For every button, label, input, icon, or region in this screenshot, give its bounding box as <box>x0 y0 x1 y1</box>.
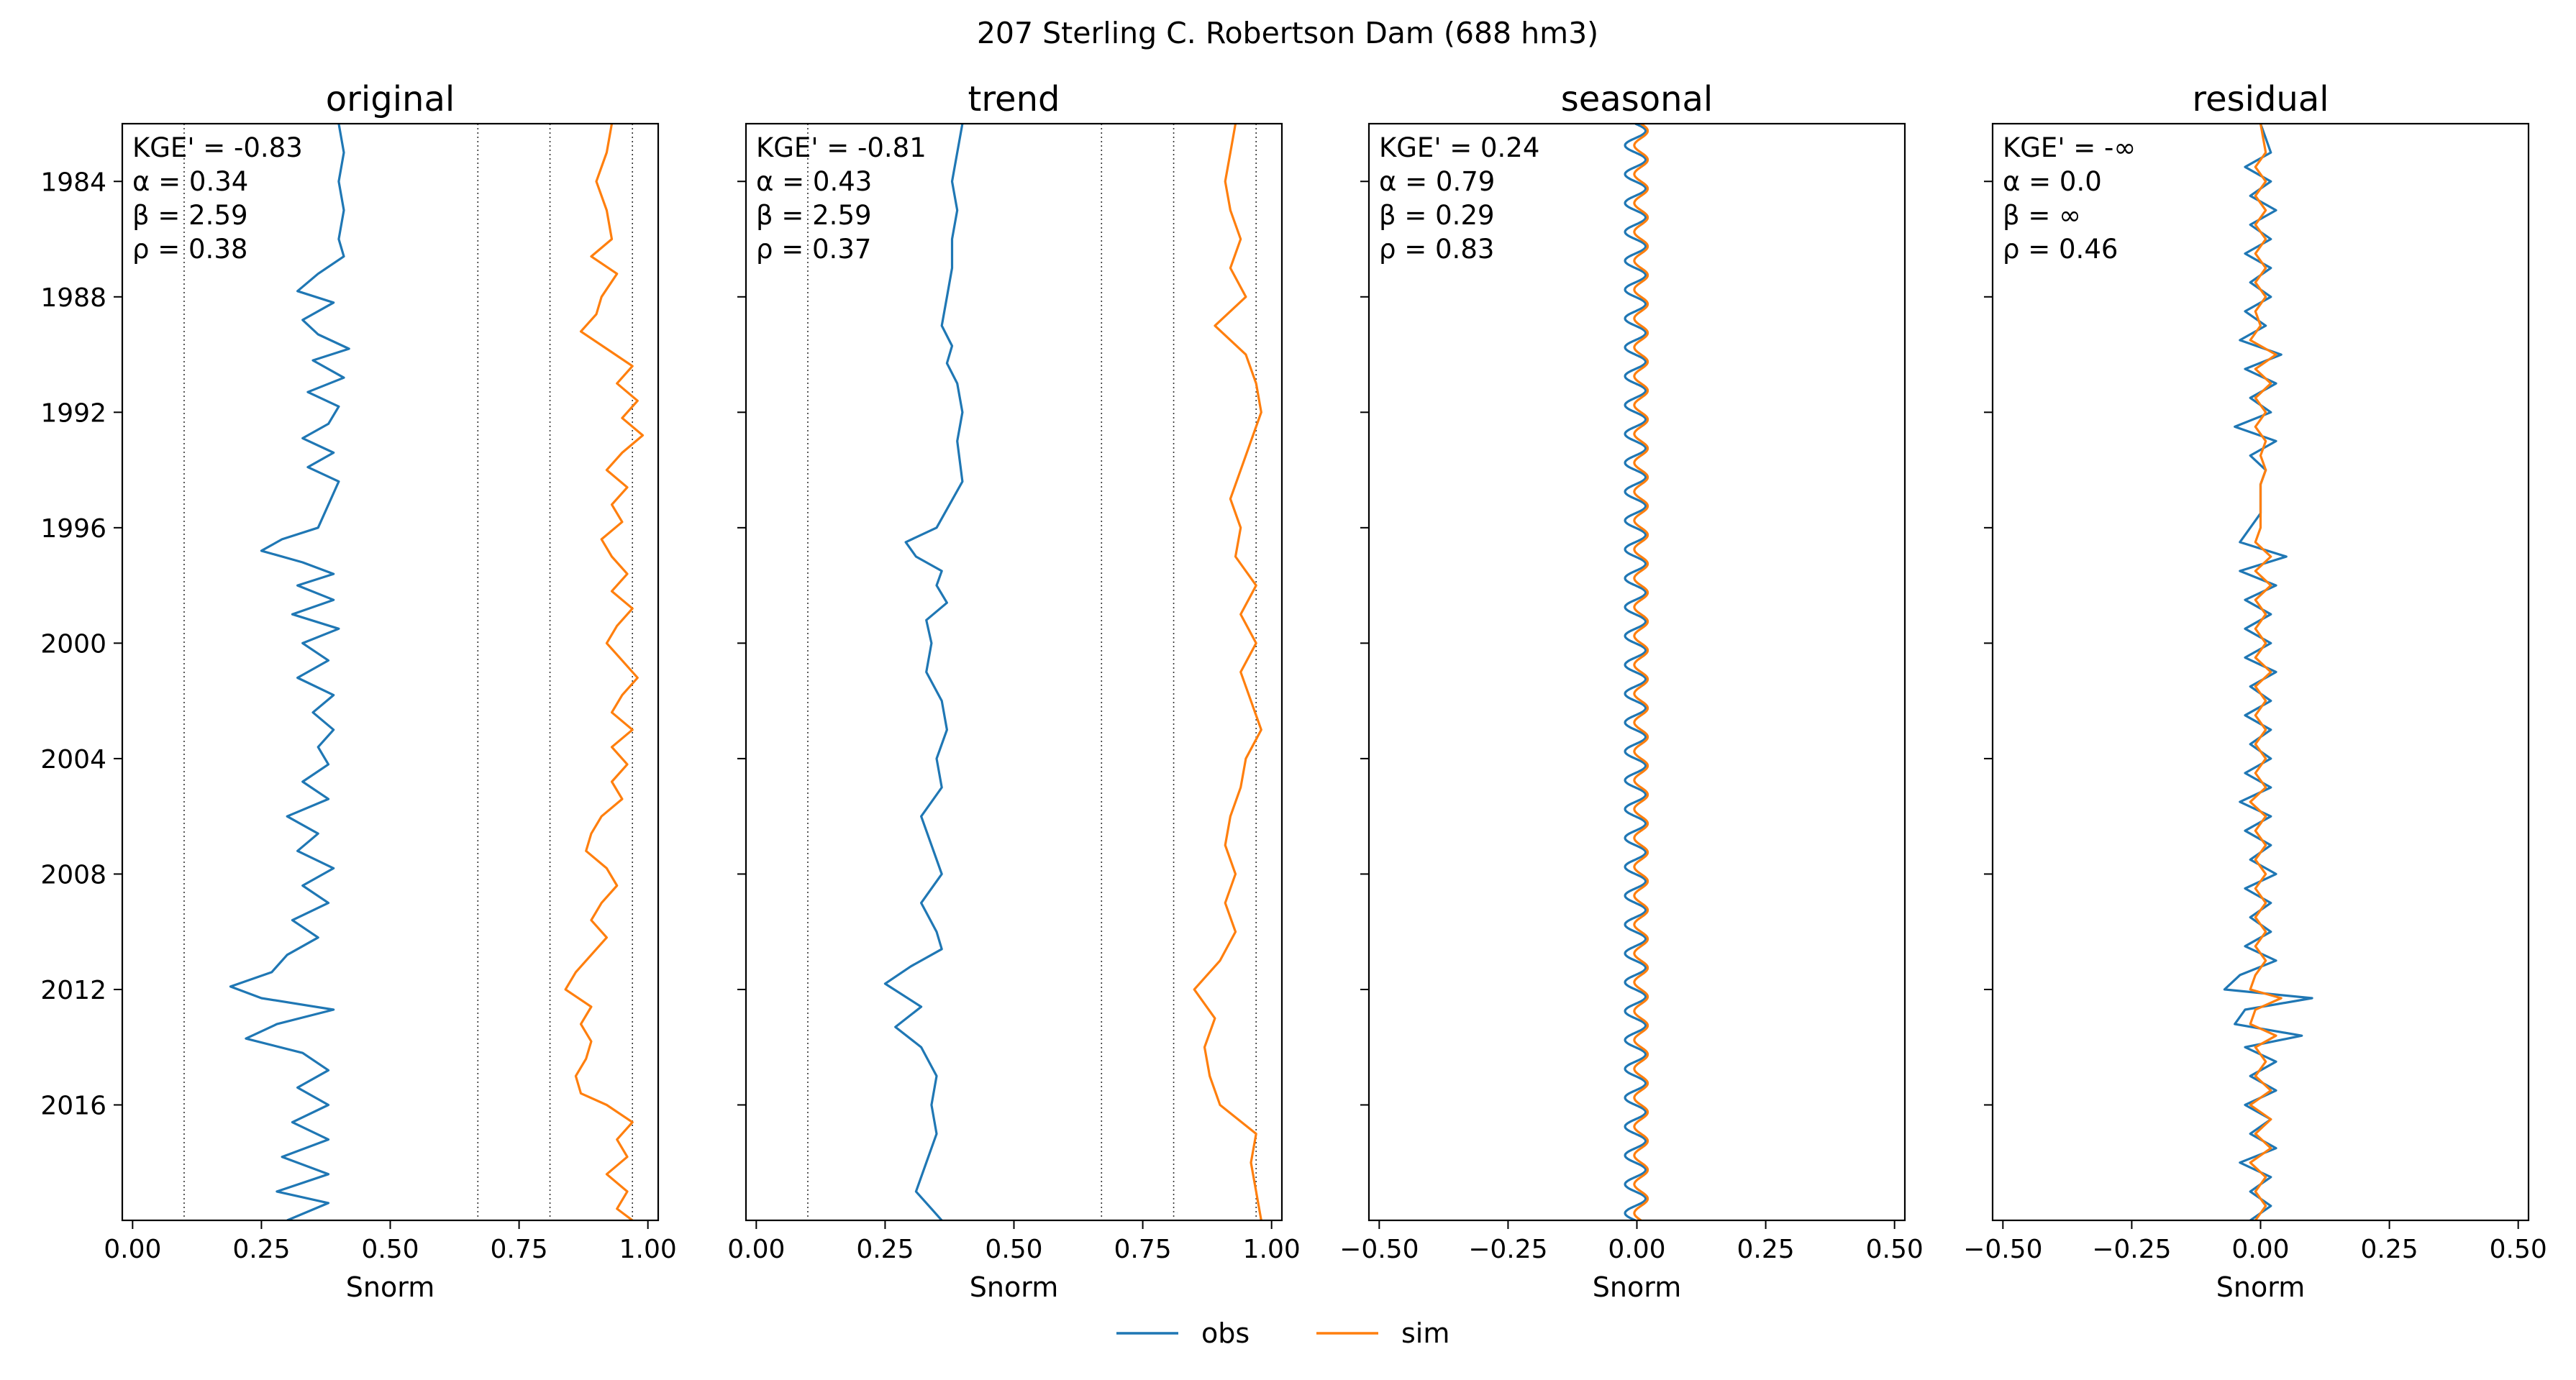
x-axis-label: Snorm <box>2216 1271 2305 1303</box>
metric-annotation: α = 0.34 <box>132 166 248 197</box>
x-tick-label: 1.00 <box>1243 1235 1301 1264</box>
x-tick-label: 0.50 <box>985 1235 1042 1264</box>
x-tick-label: −0.50 <box>1963 1235 2042 1264</box>
series-group <box>883 124 1262 1220</box>
x-tick-label: 0.25 <box>856 1235 914 1264</box>
y-tick-label: 1992 <box>40 398 106 428</box>
panel-title: trend <box>968 79 1060 119</box>
panels: original 0.00 0.25 0.50 0.75 1.00 Snorm 1984 198… <box>40 79 2547 1303</box>
metric-annotation: β = 0.29 <box>1379 200 1495 231</box>
series-line-obs <box>1624 124 1647 1220</box>
y-tick-label: 1988 <box>40 283 106 313</box>
series-line-sim <box>2249 124 2283 1220</box>
metric-annotation: β = 2.59 <box>756 200 872 231</box>
legend-label-sim: sim <box>1401 1317 1449 1349</box>
series-line-sim <box>1193 124 1262 1220</box>
metric-annotation: KGE' = -0.83 <box>132 132 303 163</box>
metric-annotation: ρ = 0.37 <box>756 234 871 265</box>
series-group <box>1624 124 1649 1220</box>
panel-title: original <box>326 79 455 119</box>
metric-annotation: KGE' = -0.81 <box>756 132 927 163</box>
plot-frame <box>121 122 660 1222</box>
panel-seasonal: seasonal −0.50 −0.25 0.00 0.25 0.50 Snorm KGE' … <box>1339 79 1924 1303</box>
metric-annotation: ρ = 0.46 <box>2003 234 2118 265</box>
series-line-obs <box>229 124 350 1220</box>
x-tick-label: −0.50 <box>1339 1235 1419 1264</box>
y-tick-label: 2000 <box>40 629 106 659</box>
panel-title: residual <box>2192 79 2329 119</box>
metric-annotation: α = 0.79 <box>1379 166 1495 197</box>
y-tick-label: 1984 <box>40 168 106 197</box>
x-tick-label: 0.50 <box>361 1235 419 1264</box>
metric-annotation: KGE' = -∞ <box>2003 132 2136 163</box>
series-group <box>2223 124 2313 1220</box>
plot-frame <box>745 122 1283 1222</box>
y-tick-label: 1996 <box>40 514 106 544</box>
x-tick-label: 0.00 <box>727 1235 785 1264</box>
panel-title: seasonal <box>1561 79 1713 119</box>
y-tick-label: 2016 <box>40 1091 106 1120</box>
x-tick-label: 0.00 <box>104 1235 161 1264</box>
x-tick-label: 0.00 <box>2231 1235 2289 1264</box>
panel-residual: residual −0.50 −0.25 0.00 0.25 0.50 Snorm KGE' … <box>1963 79 2547 1303</box>
series-line-obs <box>2223 124 2313 1220</box>
y-tick-label: 2008 <box>40 860 106 890</box>
x-axis-label: Snorm <box>970 1271 1058 1303</box>
y-tick-label: 2012 <box>40 976 106 1005</box>
metric-annotation: KGE' = 0.24 <box>1379 132 1539 163</box>
x-tick-label: 0.00 <box>1608 1235 1665 1264</box>
panel-original: original 0.00 0.25 0.50 0.75 1.00 Snorm 1984 198… <box>40 79 676 1303</box>
y-tick-label: 2004 <box>40 745 106 774</box>
x-tick-label: 0.25 <box>232 1235 290 1264</box>
legend-label-obs: obs <box>1201 1317 1250 1349</box>
x-tick-label: −0.25 <box>2092 1235 2171 1264</box>
metric-annotation: ρ = 0.83 <box>1379 234 1494 265</box>
series-line-sim <box>564 124 645 1220</box>
metric-annotation: β = ∞ <box>2003 200 2081 231</box>
x-axis-label: Snorm <box>346 1271 434 1303</box>
metric-annotation: β = 2.59 <box>132 200 248 231</box>
x-tick-label: 0.50 <box>2490 1235 2547 1264</box>
x-tick-label: 0.25 <box>2361 1235 2418 1264</box>
metric-annotation: α = 0.0 <box>2003 166 2102 197</box>
x-tick-label: 0.75 <box>491 1235 548 1264</box>
series-group <box>229 124 645 1220</box>
panel-trend: trend 0.00 0.25 0.50 0.75 1.00 Snorm KGE' = -0.… <box>727 79 1301 1303</box>
series-line-sim <box>1633 124 1649 1220</box>
metric-annotation: α = 0.43 <box>756 166 872 197</box>
x-axis-label: Snorm <box>1593 1271 1681 1303</box>
x-tick-label: 0.50 <box>1866 1235 1924 1264</box>
legend: obs sim <box>1116 1317 1449 1349</box>
x-tick-label: 1.00 <box>619 1235 677 1264</box>
metric-annotation: ρ = 0.38 <box>132 234 247 265</box>
x-tick-label: 0.75 <box>1114 1235 1172 1264</box>
figure-title: 207 Sterling C. Robertson Dam (688 hm3) <box>977 16 1598 50</box>
x-tick-label: 0.25 <box>1737 1235 1795 1264</box>
series-line-obs <box>883 124 964 1220</box>
x-tick-label: −0.25 <box>1468 1235 1547 1264</box>
